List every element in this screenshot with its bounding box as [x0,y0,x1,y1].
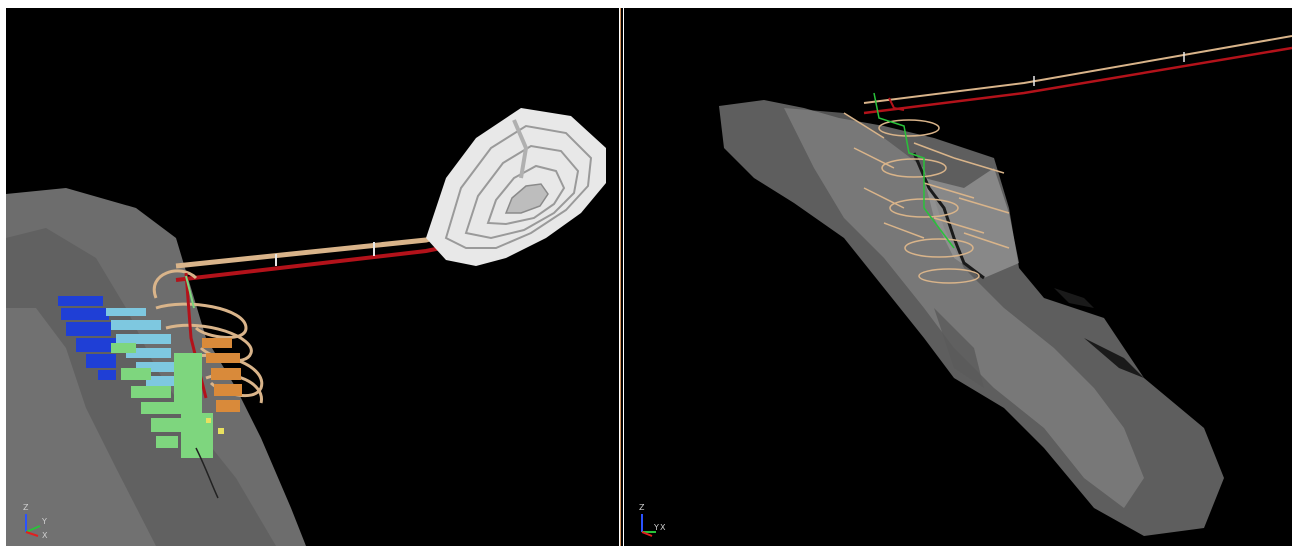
viewport-splitter[interactable] [620,8,623,546]
stopes-green [111,343,213,458]
stopes-yellow [206,418,224,434]
ventilation-shaft [873,92,955,249]
triad-x-label: X [660,523,666,532]
stopes-orange [202,338,242,412]
axis-triad-icon: Z Y X [23,503,48,540]
axis-triad-icon: Z Y X [639,503,666,537]
viewport-right[interactable]: Z Y X [624,8,1292,546]
triad-y-label: Y [653,523,659,532]
viewport-left[interactable]: Z Y X [6,8,619,546]
decline-ramp [175,233,442,269]
drill-trace [195,447,219,499]
stopes-blue [58,296,116,380]
scene-left [6,108,606,546]
orebody-shell [719,100,1224,536]
triad-x-label: X [42,531,48,540]
triad-z-label: Z [23,503,29,512]
conveyor-line [863,46,1292,115]
spiral-decline [843,112,1010,284]
triad-z-label: Z [639,503,645,512]
scene-right [719,35,1292,536]
open-pit-shell [426,108,606,266]
rock-surface-highlight [6,308,156,546]
triad-y-label: Y [41,517,47,526]
decline-ramp [863,35,1292,104]
stopes-cyan [106,308,181,386]
